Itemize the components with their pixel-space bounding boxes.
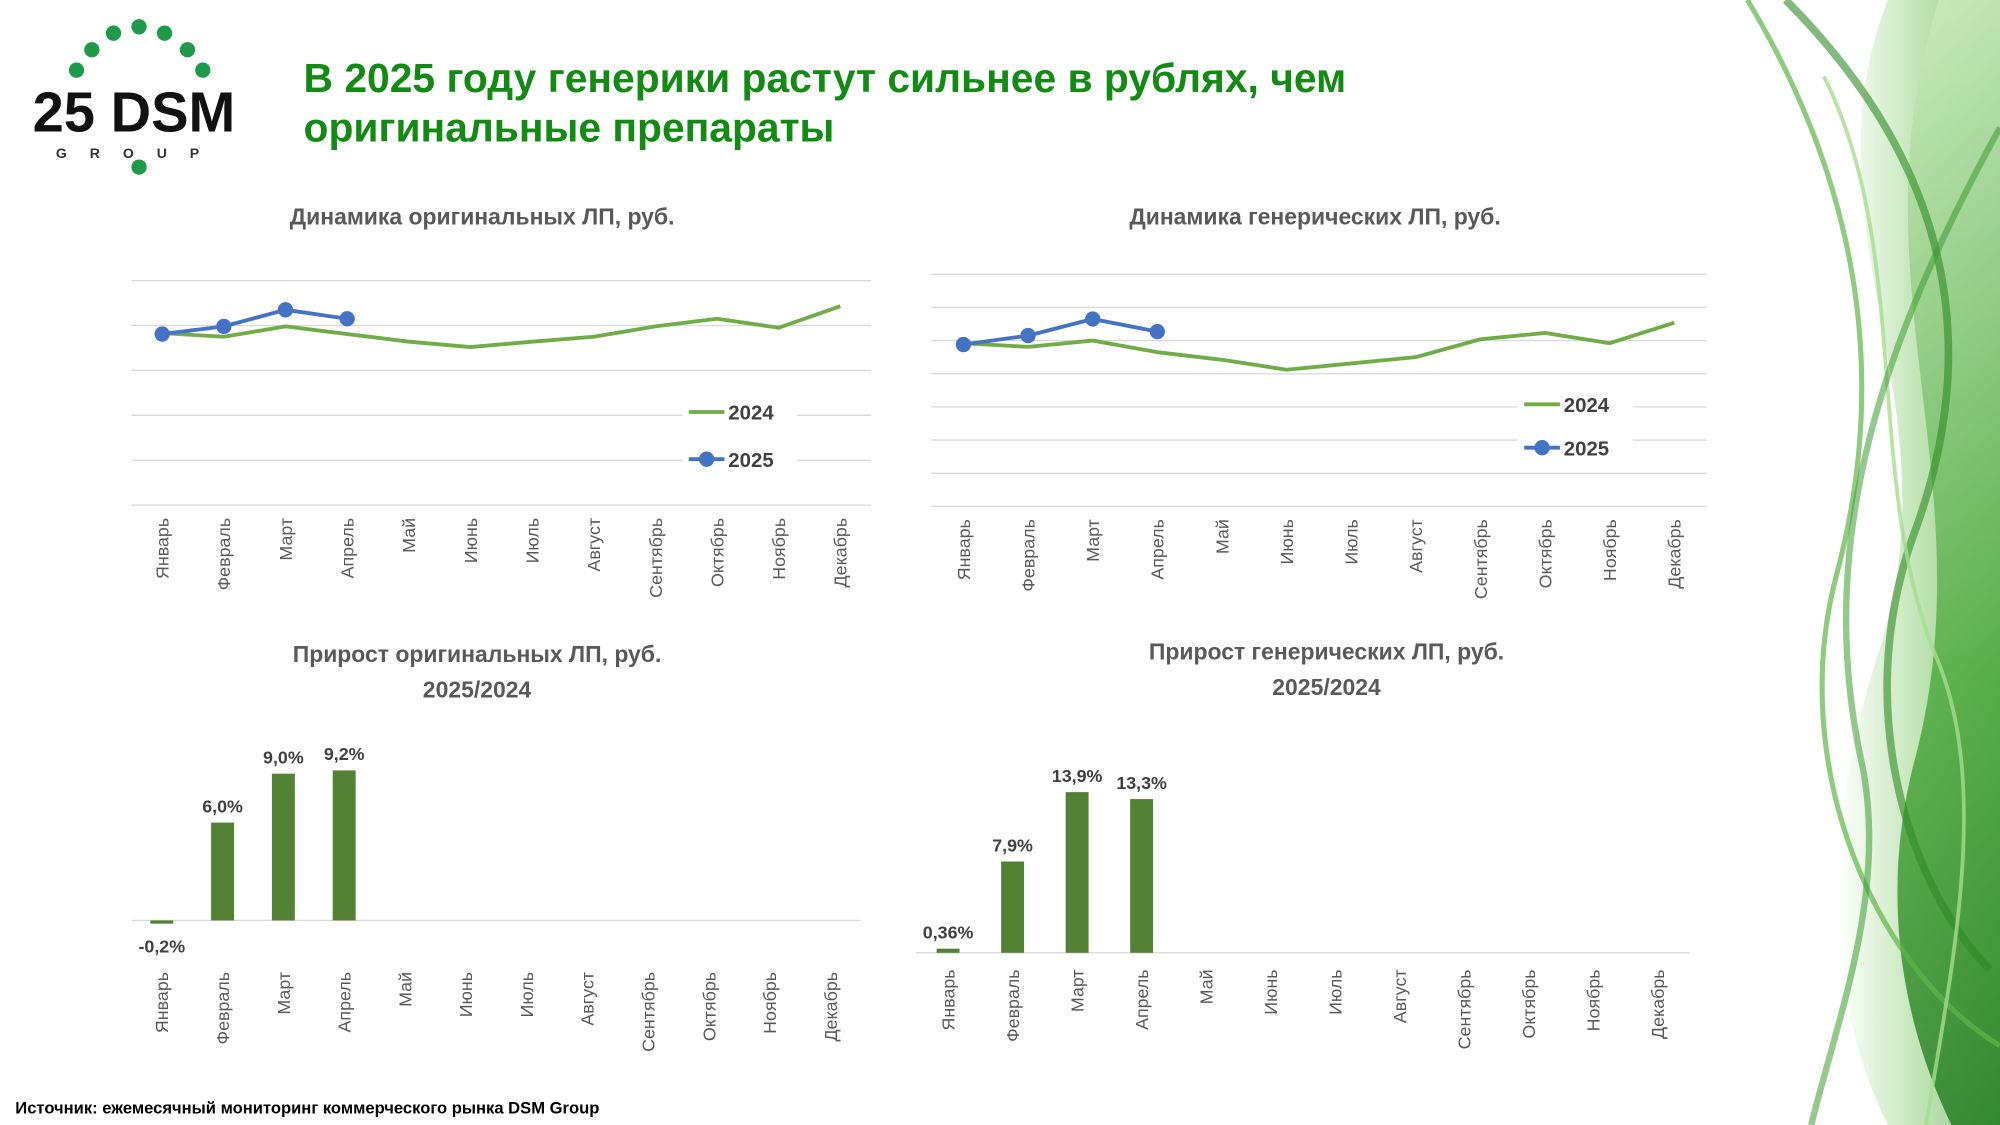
legend-label: 2024 <box>1564 395 1610 417</box>
x-tick-label: Январь <box>152 972 172 1033</box>
marker <box>277 302 294 318</box>
x-tick-label: Март <box>1083 519 1103 562</box>
chart-title: Прирост генерических ЛП, руб. <box>1149 638 1504 664</box>
x-tick-label: Июль <box>1342 519 1362 565</box>
legend-label: 2025 <box>728 450 773 472</box>
chart-subtitle: 2025/2024 <box>1272 674 1381 700</box>
legend-marker <box>1534 440 1550 456</box>
x-tick-label: Май <box>1212 519 1232 554</box>
marker <box>339 311 355 327</box>
bar <box>1001 861 1025 953</box>
source-note: Источник: ежемесячный мониторинг коммерч… <box>15 1099 599 1118</box>
data-label: 13,9% <box>1052 766 1103 786</box>
x-tick-label: Март <box>1067 969 1087 1012</box>
x-tick-label: Сентябрь <box>1471 519 1491 599</box>
x-tick-label: Ноябрь <box>769 518 789 580</box>
data-label: -0,2% <box>138 936 185 956</box>
legend-label: 2025 <box>1564 438 1609 460</box>
data-label: 13,3% <box>1116 773 1167 793</box>
x-tick-label: Декабрь <box>831 518 851 588</box>
chart-title: Прирост оригинальных ЛП, руб. <box>293 641 662 667</box>
series-line <box>963 317 1158 347</box>
x-tick-label: Июнь <box>456 972 476 1017</box>
data-label: 0,36% <box>923 922 974 942</box>
decoration <box>1745 0 2000 1125</box>
x-tick-label: Июнь <box>1261 969 1281 1014</box>
marker <box>216 318 232 335</box>
x-tick-label: Октябрь <box>707 518 727 587</box>
x-tick-label: Октябрь <box>1519 969 1539 1038</box>
logo-sub: GROUP <box>56 145 222 161</box>
series-line <box>161 307 348 336</box>
x-tick-label: Октябрь <box>699 972 719 1041</box>
x-tick-label: Сентябрь <box>646 518 666 598</box>
x-tick-label: Май <box>1197 969 1217 1004</box>
x-tick-label: Апрель <box>335 972 355 1033</box>
x-tick-label: Август <box>1390 969 1410 1023</box>
bar <box>1130 799 1154 953</box>
x-tick-label: Февраль <box>1018 519 1038 592</box>
x-tick-label: Январь <box>153 518 173 579</box>
x-tick-label: Май <box>395 972 415 1007</box>
x-tick-label: Декабрь <box>821 972 841 1042</box>
x-tick-label: Сентябрь <box>1455 969 1475 1049</box>
x-tick-label: Июль <box>1326 969 1346 1015</box>
bar <box>936 948 960 953</box>
bar <box>211 822 235 921</box>
x-tick-label: Июнь <box>1277 519 1297 564</box>
x-tick-label: Июнь <box>461 518 481 563</box>
bar <box>332 770 356 921</box>
data-label: 9,2% <box>324 744 365 764</box>
x-tick-label: Декабрь <box>1665 519 1685 589</box>
x-tick-label: Апрель <box>1148 519 1168 580</box>
x-tick-label: Декабрь <box>1648 969 1668 1039</box>
x-tick-label: Август <box>1406 519 1426 573</box>
x-tick-label: Январь <box>954 519 974 580</box>
x-tick-label: Июль <box>517 972 537 1018</box>
x-tick-label: Ноябрь <box>1600 519 1620 581</box>
data-label: 6,0% <box>202 796 243 816</box>
x-tick-label: Август <box>584 518 604 572</box>
logo-text: 25 DSM <box>33 80 236 143</box>
data-label: 9,0% <box>263 747 304 767</box>
x-tick-label: Апрель <box>1132 969 1152 1030</box>
marker <box>1085 311 1101 327</box>
bar <box>1065 792 1089 953</box>
logo: 25 DSM GROUP <box>33 19 236 175</box>
x-tick-label: Февраль <box>213 972 233 1045</box>
x-tick-label: Февраль <box>214 518 234 591</box>
bar <box>150 920 174 924</box>
marker <box>154 326 170 342</box>
x-tick-label: Март <box>276 518 296 561</box>
slide-title: оригинальные препараты <box>304 105 835 151</box>
legend-marker <box>698 451 715 467</box>
series-line <box>963 320 1675 372</box>
x-tick-label: Февраль <box>1003 969 1023 1042</box>
chart-subtitle: 2025/2024 <box>423 677 532 703</box>
bar <box>271 773 295 921</box>
x-tick-label: Июль <box>522 518 542 564</box>
x-tick-label: Август <box>578 972 598 1026</box>
chart-title: Динамика генерических ЛП, руб. <box>1129 203 1500 229</box>
marker <box>1020 327 1036 344</box>
x-tick-label: Апрель <box>338 518 358 579</box>
data-label: 7,9% <box>992 835 1033 855</box>
x-tick-label: Ноябрь <box>1584 969 1604 1031</box>
slide-title: В 2025 году генерики растут сильнее в ру… <box>304 55 1347 101</box>
chart-title: Динамика оригинальных ЛП, руб. <box>290 203 675 229</box>
marker <box>1149 323 1165 340</box>
x-tick-label: Октябрь <box>1535 519 1555 588</box>
x-tick-label: Сентябрь <box>639 972 659 1052</box>
marker <box>955 336 972 353</box>
legend-label: 2024 <box>728 403 774 425</box>
series-line <box>162 304 841 349</box>
x-tick-label: Январь <box>938 969 958 1030</box>
x-tick-label: Май <box>399 518 419 553</box>
x-tick-label: Март <box>274 972 294 1015</box>
x-tick-label: Ноябрь <box>760 972 780 1034</box>
